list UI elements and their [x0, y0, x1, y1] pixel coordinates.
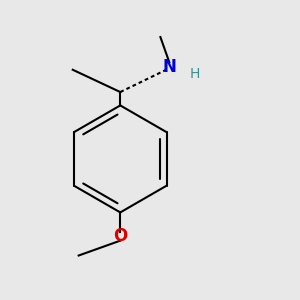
- Text: O: O: [113, 227, 127, 245]
- Text: N: N: [162, 58, 176, 76]
- Text: H: H: [190, 67, 200, 81]
